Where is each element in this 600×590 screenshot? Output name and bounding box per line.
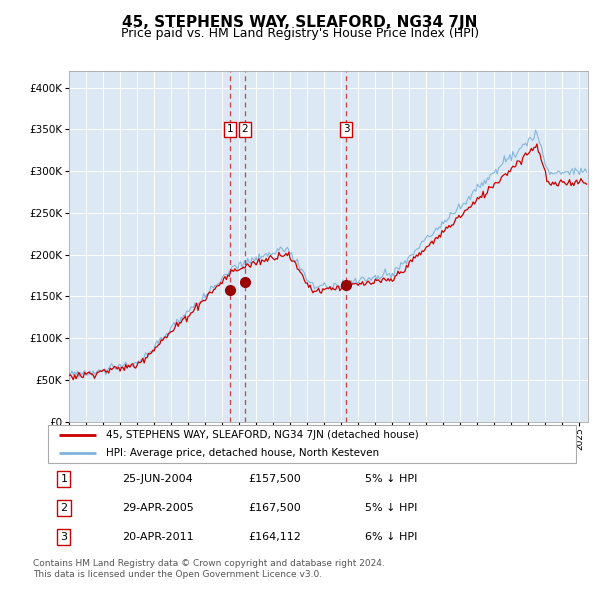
Text: 2: 2 [60,503,67,513]
Text: 1: 1 [61,474,67,484]
Text: 1: 1 [227,124,233,135]
Text: £167,500: £167,500 [248,503,301,513]
FancyBboxPatch shape [48,425,576,463]
Text: £157,500: £157,500 [248,474,301,484]
Text: 5% ↓ HPI: 5% ↓ HPI [365,474,417,484]
Text: 20-APR-2011: 20-APR-2011 [122,532,194,542]
Text: 25-JUN-2004: 25-JUN-2004 [122,474,193,484]
Text: 29-APR-2005: 29-APR-2005 [122,503,194,513]
Text: 2: 2 [241,124,248,135]
Text: 5% ↓ HPI: 5% ↓ HPI [365,503,417,513]
Text: HPI: Average price, detached house, North Kesteven: HPI: Average price, detached house, Nort… [106,448,379,458]
Text: Contains HM Land Registry data © Crown copyright and database right 2024.: Contains HM Land Registry data © Crown c… [33,559,385,568]
Text: 6% ↓ HPI: 6% ↓ HPI [365,532,417,542]
Text: 3: 3 [61,532,67,542]
Text: 45, STEPHENS WAY, SLEAFORD, NG34 7JN (detached house): 45, STEPHENS WAY, SLEAFORD, NG34 7JN (de… [106,430,419,440]
Text: This data is licensed under the Open Government Licence v3.0.: This data is licensed under the Open Gov… [33,571,322,579]
Text: £164,112: £164,112 [248,532,302,542]
Text: 3: 3 [343,124,350,135]
Text: 45, STEPHENS WAY, SLEAFORD, NG34 7JN: 45, STEPHENS WAY, SLEAFORD, NG34 7JN [122,15,478,30]
Text: Price paid vs. HM Land Registry's House Price Index (HPI): Price paid vs. HM Land Registry's House … [121,27,479,40]
